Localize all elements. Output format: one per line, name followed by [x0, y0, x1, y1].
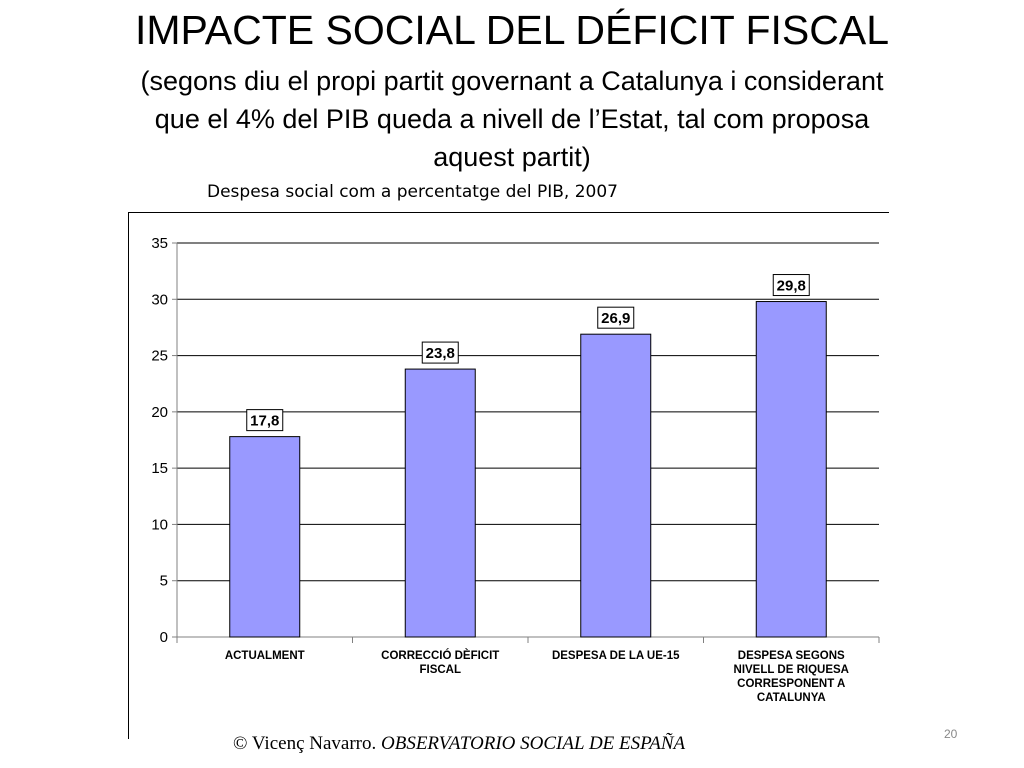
subtitle-line-3: aquest partit) — [433, 142, 591, 172]
data-label: 23,8 — [426, 345, 455, 362]
y-tick-label: 35 — [151, 235, 168, 252]
bar — [755, 301, 827, 638]
x-category-label: ACTUALMENT — [225, 650, 305, 662]
subtitle-line-1: (segons diu el propi partit governant a … — [140, 66, 884, 96]
y-tick-label: 30 — [151, 291, 168, 308]
page-number: 20 — [944, 727, 958, 741]
subtitle-line-2: que el 4% del PIB queda a nivell de l’Es… — [154, 104, 870, 134]
slide-subtitle: (segons diu el propi partit governant a … — [20, 62, 1004, 176]
footer-credit: © Vicenç Navarro. OBSERVATORIO SOCIAL DE… — [233, 733, 685, 755]
data-label-box — [772, 274, 810, 297]
bar — [580, 333, 652, 638]
x-category-label: NIVELL DE RIQUESA — [734, 664, 849, 676]
data-label-box — [597, 306, 635, 329]
y-tick-label: 20 — [151, 404, 168, 421]
footer-author: © Vicenç Navarro. — [233, 733, 381, 754]
x-category-label: CORRESPONENT A — [737, 678, 845, 690]
data-label: 29,8 — [777, 278, 806, 295]
chart-caption: Despesa social com a percentatge del PIB… — [207, 182, 618, 202]
bar — [404, 368, 476, 638]
x-category-label: DESPESA SEGONS — [738, 650, 845, 662]
y-tick-label: 10 — [151, 516, 168, 533]
bar-chart: 0 5 10 15 20 25 30 35 17,8 ACTUALMENT 23,8 CORRECCI… — [151, 235, 880, 704]
data-label: 26,9 — [601, 310, 630, 327]
y-tick-label: 15 — [151, 460, 168, 477]
data-label-box — [246, 409, 284, 432]
x-category-label: FISCAL — [419, 664, 461, 676]
bar — [229, 436, 301, 638]
x-category-label: DESPESA DE LA UE-15 — [552, 650, 680, 662]
data-label-box — [421, 341, 459, 364]
y-tick-label: 5 — [160, 573, 168, 590]
chart-frame: 0 5 10 15 20 25 30 35 17,8 ACTUALMENT 23,8 CORRECCI… — [128, 212, 889, 739]
y-tick-label: 25 — [151, 348, 168, 365]
footer-source: OBSERVATORIO SOCIAL DE ESPAÑA — [381, 733, 686, 754]
x-category-label: CORRECCIÓ DÈFICIT — [381, 649, 499, 662]
data-label: 17,8 — [250, 413, 279, 430]
slide-title: IMPACTE SOCIAL DEL DÉFICIT FISCAL — [134, 7, 890, 53]
y-tick-label: 0 — [160, 629, 168, 646]
x-category-label: CATALUNYA — [757, 692, 826, 704]
